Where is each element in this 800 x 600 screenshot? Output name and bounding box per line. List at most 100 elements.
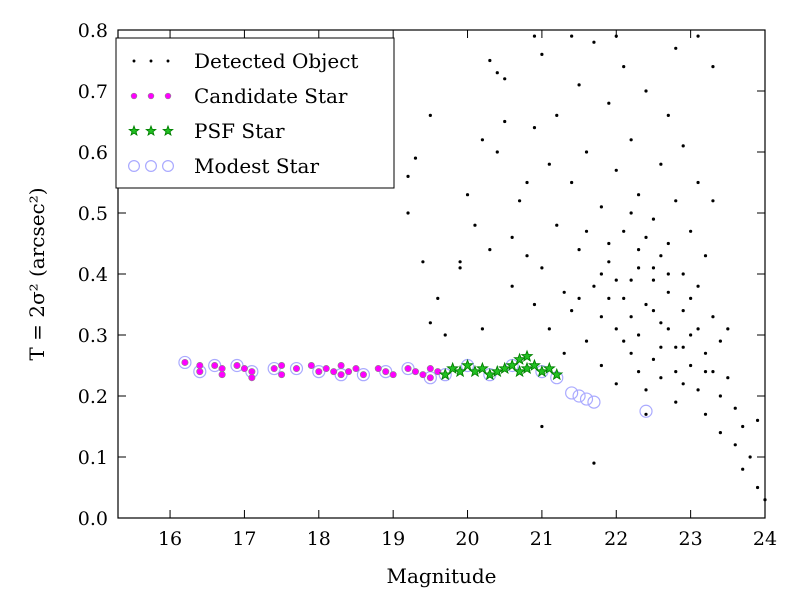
data-point	[681, 345, 685, 349]
data-point	[599, 363, 603, 368]
data-point	[359, 371, 367, 379]
data-point	[465, 193, 470, 197]
legend-label: Candidate Star	[194, 84, 348, 108]
data-point	[356, 368, 371, 382]
data-point	[426, 374, 434, 382]
data-point	[599, 205, 603, 209]
x-axis-label: Magnitude	[386, 564, 496, 588]
data-point	[674, 370, 678, 374]
legend-marker	[149, 59, 153, 63]
x-tick-label: 18	[307, 528, 331, 550]
data-point	[614, 327, 618, 331]
data-point	[550, 367, 564, 381]
data-point	[428, 113, 432, 117]
data-point	[681, 272, 685, 276]
data-point	[520, 361, 534, 375]
data-point	[607, 260, 611, 264]
data-point	[726, 327, 730, 331]
data-point	[718, 431, 722, 435]
legend-marker	[164, 92, 172, 100]
data-point	[733, 406, 737, 410]
data-point	[592, 284, 596, 288]
data-point	[196, 368, 204, 376]
data-point	[490, 364, 504, 378]
data-point	[577, 248, 581, 252]
data-point	[666, 272, 670, 276]
data-point	[419, 371, 427, 379]
legend-item: PSF Star	[128, 119, 285, 143]
data-point	[570, 180, 574, 185]
series-psf-star	[438, 349, 564, 381]
data-point	[639, 404, 653, 418]
data-point	[565, 386, 579, 400]
data-point	[703, 254, 708, 258]
data-point	[711, 315, 715, 319]
data-point	[411, 368, 419, 376]
data-point	[584, 339, 589, 343]
data-point	[674, 345, 678, 349]
data-point	[532, 126, 537, 130]
data-point	[562, 290, 566, 294]
legend-marker	[145, 124, 157, 137]
data-point	[681, 309, 685, 313]
data-point	[570, 34, 574, 38]
data-point	[651, 357, 656, 361]
data-point	[577, 296, 581, 300]
points-layer	[178, 34, 767, 502]
data-point	[703, 370, 708, 374]
data-point	[629, 211, 633, 215]
y-tick-label: 0.2	[78, 386, 108, 408]
data-point	[726, 376, 730, 380]
data-point	[278, 361, 286, 369]
data-point	[584, 150, 589, 154]
data-point	[532, 34, 537, 38]
data-point	[218, 371, 226, 379]
data-point	[622, 229, 626, 233]
data-point	[607, 241, 611, 246]
data-point	[644, 235, 648, 239]
data-point	[592, 40, 596, 44]
data-point	[540, 424, 544, 429]
data-point	[406, 211, 410, 215]
data-point	[614, 278, 618, 282]
data-point	[666, 241, 670, 246]
data-point	[636, 193, 641, 197]
data-point	[428, 321, 432, 325]
y-tick-label: 0.4	[78, 264, 108, 286]
data-point	[503, 119, 507, 124]
y-tick-label: 0.0	[78, 508, 108, 530]
data-point	[480, 327, 485, 331]
data-point	[592, 461, 596, 465]
data-point	[547, 162, 551, 166]
data-point	[540, 266, 544, 270]
x-tick-label: 24	[753, 528, 777, 550]
legend-item: Detected Object	[132, 49, 358, 73]
data-point	[468, 364, 482, 378]
data-point	[525, 180, 529, 185]
data-point	[666, 113, 670, 117]
data-point	[681, 382, 685, 386]
data-point	[233, 361, 241, 369]
data-point	[434, 368, 442, 376]
data-point	[525, 254, 529, 258]
data-point	[666, 290, 670, 294]
data-point	[458, 260, 462, 264]
y-tick-label: 0.8	[78, 20, 108, 42]
legend-marker	[147, 92, 155, 100]
data-point	[674, 400, 678, 404]
data-point	[711, 370, 715, 374]
data-point	[488, 248, 492, 252]
data-point	[345, 368, 353, 376]
data-point	[289, 361, 304, 376]
data-point	[577, 83, 581, 87]
data-point	[622, 339, 626, 343]
data-point	[446, 361, 460, 375]
data-point	[178, 355, 192, 370]
data-point	[406, 174, 410, 178]
data-point	[629, 315, 633, 319]
data-point	[659, 162, 663, 166]
legend-marker	[130, 92, 138, 100]
data-point	[473, 223, 477, 227]
legend-marker	[162, 160, 175, 173]
